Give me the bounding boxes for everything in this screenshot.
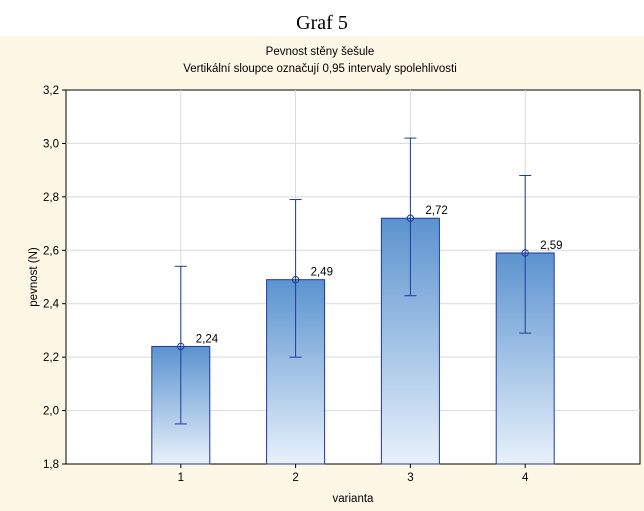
figure-heading: Graf 5 xyxy=(296,12,348,34)
x-tick-label: 1 xyxy=(178,472,184,484)
y-tick-label: 2,0 xyxy=(43,406,59,418)
x-tick-label: 3 xyxy=(407,472,413,484)
x-tick-label: 4 xyxy=(522,472,529,484)
y-tick-label: 2,2 xyxy=(43,352,59,364)
chart-panel: Pevnost stěny šešule Vertikální sloupce … xyxy=(0,36,644,511)
data-label: 2,24 xyxy=(196,333,219,345)
y-tick-label: 3,2 xyxy=(43,85,59,97)
y-axis-label: pevnost (N) xyxy=(28,247,40,307)
y-tick-label: 1,8 xyxy=(43,459,59,471)
mean-marker xyxy=(291,275,300,284)
data-label: 2,72 xyxy=(425,205,447,217)
mean-marker xyxy=(177,342,185,351)
mean-marker xyxy=(521,249,529,257)
y-tick-label: 2,4 xyxy=(43,299,60,311)
y-tick-label: 2,8 xyxy=(43,192,59,204)
ticks-layer: 1,8 2,0 2,2 2,4 2,6 2,8 3,0 3,2 1 2 3 4 xyxy=(43,85,529,484)
bars-layer: 2,24 2,49 2,72 2,59 xyxy=(151,137,563,465)
x-tick-label: 2 xyxy=(292,472,298,484)
data-label: 2,59 xyxy=(540,240,562,252)
chart-subtitle: Vertikální sloupce označují 0,95 interva… xyxy=(183,63,457,75)
y-tick-label: 3,0 xyxy=(43,138,59,150)
y-tick-label: 2,6 xyxy=(43,245,59,257)
chart-title: Pevnost stěny šešule xyxy=(266,46,375,58)
x-axis-label: varianta xyxy=(333,493,375,505)
mean-marker xyxy=(406,214,415,222)
data-label: 2,49 xyxy=(311,267,333,279)
chart-svg: Pevnost stěny šešule Vertikální sloupce … xyxy=(28,46,641,505)
